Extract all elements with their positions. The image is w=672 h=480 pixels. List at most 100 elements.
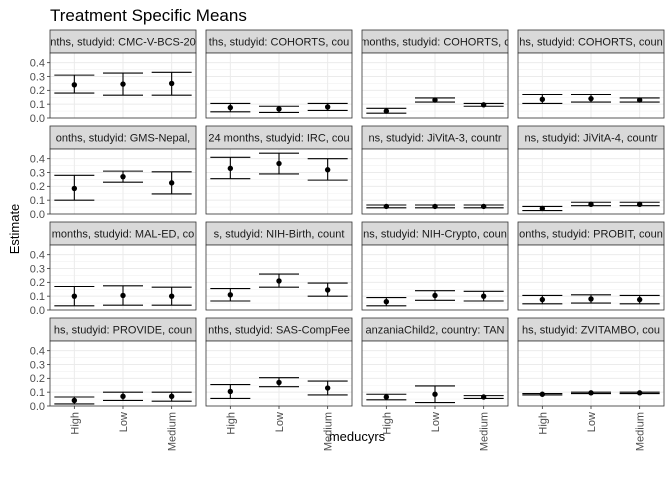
facet-panel: hs, studyid: ZVITAMBO, cou High Low Medium — [517, 317, 665, 451]
facet-panels: nths, studyid: CMC-V-BCS-20 0.0 0.1 0.2 0.3 0… — [30, 29, 665, 451]
estimate-point — [588, 296, 594, 302]
estimate-point — [168, 393, 175, 400]
x-tick-label: High — [537, 412, 549, 435]
x-tick-label: High — [381, 412, 393, 435]
facet-panel: ns, studyid: NIH-Crypto, coun — [361, 221, 509, 311]
facet-panel: ns, studyid: JiVitA-4, countr — [517, 125, 665, 215]
estimate-point — [324, 385, 331, 391]
panel-border — [49, 148, 197, 215]
y-tick-label: 0.0 — [30, 401, 45, 413]
estimate-point — [636, 97, 643, 103]
facet-panel: nths, studyid: CMC-V-BCS-20 0.0 0.1 0.2 0.3 0… — [30, 29, 197, 125]
estimate-point — [636, 296, 643, 303]
y-axis-title: Estimate — [7, 204, 22, 255]
y-tick-label: 0.2 — [30, 373, 45, 385]
facet-panel: ns, studyid: JiVitA-3, countr — [361, 125, 509, 215]
estimate-point — [383, 394, 390, 400]
estimate-point — [539, 391, 546, 397]
estimate-point — [432, 203, 438, 210]
facet-strip-label: nths, studyid: SAS-CompFee — [208, 325, 350, 337]
facet-panel: hs, studyid: PROVIDE, coun 0.0 0.1 0.2 0.3 0.… — [30, 317, 197, 451]
facet-strip-label: hs, studyid: ZVITAMBO, cou — [522, 325, 660, 337]
x-tick-label: Medium — [479, 412, 491, 451]
estimate-point — [480, 102, 487, 108]
estimate-point — [539, 96, 546, 103]
estimate-point — [276, 160, 282, 167]
panel-border — [361, 244, 509, 311]
estimate-point — [432, 292, 438, 299]
x-tick-label: High — [69, 412, 81, 435]
facet-strip-label: ns, studyid: JiVitA-3, countr — [368, 133, 501, 145]
estimate-point — [168, 180, 175, 186]
estimate-point — [480, 293, 487, 299]
estimate-point — [276, 278, 282, 284]
estimate-point — [120, 292, 126, 299]
facet-strip-label: ths, studyid: COHORTS, cou — [209, 37, 349, 49]
facet-panel: s, studyid: NIH-Birth, count — [205, 221, 353, 311]
facet-panel: nths, studyid: SAS-CompFee High Low Medium — [205, 317, 353, 451]
estimate-point — [539, 296, 546, 303]
x-tick-label: Medium — [167, 412, 179, 451]
y-tick-label: 0.2 — [30, 85, 45, 97]
estimate-point — [276, 379, 282, 386]
estimate-point — [588, 95, 594, 102]
y-tick-label: 0.4 — [30, 153, 45, 165]
y-tick-label: 0.1 — [30, 291, 45, 303]
estimate-point — [324, 287, 331, 293]
estimate-point — [636, 201, 643, 208]
facet-panel: months, studyid: COHORTS, c — [361, 29, 509, 119]
facet-panel: onths, studyid: PROBIT, coun — [517, 221, 665, 311]
panel-border — [517, 148, 665, 215]
x-tick-label: High — [225, 412, 237, 435]
estimate-point — [120, 81, 126, 87]
y-tick-label: 0.3 — [30, 359, 45, 371]
facet-panel: onths, studyid: GMS-Nepal, 0.0 0.1 0.2 0.3 0.… — [30, 125, 197, 221]
facet-strip-label: onths, studyid: GMS-Nepal, — [56, 133, 191, 145]
y-tick-label: 0.3 — [30, 71, 45, 83]
estimate-point — [227, 165, 234, 172]
y-tick-label: 0.2 — [30, 277, 45, 289]
estimate-point — [71, 397, 78, 404]
x-tick-label: Low — [430, 412, 442, 432]
facet-panel: hs, studyid: COHORTS, coun — [517, 29, 665, 119]
y-tick-label: 0.3 — [30, 263, 45, 275]
facet-strip-label: hs, studyid: PROVIDE, coun — [54, 325, 192, 337]
x-tick-label: Low — [274, 412, 286, 432]
facet-strip-label: s, studyid: NIH-Birth, count — [214, 229, 345, 241]
estimate-point — [324, 104, 331, 110]
y-tick-label: 0.2 — [30, 181, 45, 193]
estimate-point — [636, 390, 643, 396]
estimate-point — [588, 201, 594, 208]
estimate-point — [432, 97, 438, 103]
y-tick-label: 0.4 — [30, 249, 45, 261]
y-tick-label: 0.1 — [30, 99, 45, 111]
facet-strip-label: nths, studyid: CMC-V-BCS-20 — [50, 37, 196, 49]
facet-panel: months, studyid: MAL-ED, co 0.0 0.1 0.2 0.3 0… — [30, 221, 197, 317]
estimate-point — [480, 203, 487, 210]
y-tick-label: 0.0 — [30, 305, 45, 317]
panel-border — [49, 52, 197, 119]
panel-border — [205, 244, 353, 311]
facet-strip-label: 24 months, studyid: IRC, cou — [208, 133, 349, 145]
x-tick-label: Medium — [635, 412, 647, 451]
estimate-point — [168, 80, 175, 87]
estimate-point — [588, 390, 594, 396]
facet-strip-label: ns, studyid: NIH-Crypto, coun — [363, 229, 507, 241]
y-tick-label: 0.4 — [30, 57, 45, 69]
estimate-point — [71, 82, 78, 88]
facet-panel: ths, studyid: COHORTS, cou — [205, 29, 353, 119]
panel-border — [361, 52, 509, 119]
estimate-point — [383, 108, 390, 114]
facet-strip-label: ns, studyid: JiVitA-4, countr — [524, 133, 657, 145]
estimate-point — [168, 293, 175, 299]
estimate-point — [539, 205, 546, 212]
chart-title: Treatment Specific Means — [50, 6, 247, 25]
panel-border — [517, 244, 665, 311]
estimate-point — [120, 173, 126, 180]
y-tick-label: 0.1 — [30, 387, 45, 399]
estimate-point — [71, 185, 78, 192]
x-tick-label: Medium — [323, 412, 335, 451]
y-tick-label: 0.4 — [30, 345, 45, 357]
facet-strip-label: onths, studyid: PROBIT, coun — [519, 229, 663, 241]
